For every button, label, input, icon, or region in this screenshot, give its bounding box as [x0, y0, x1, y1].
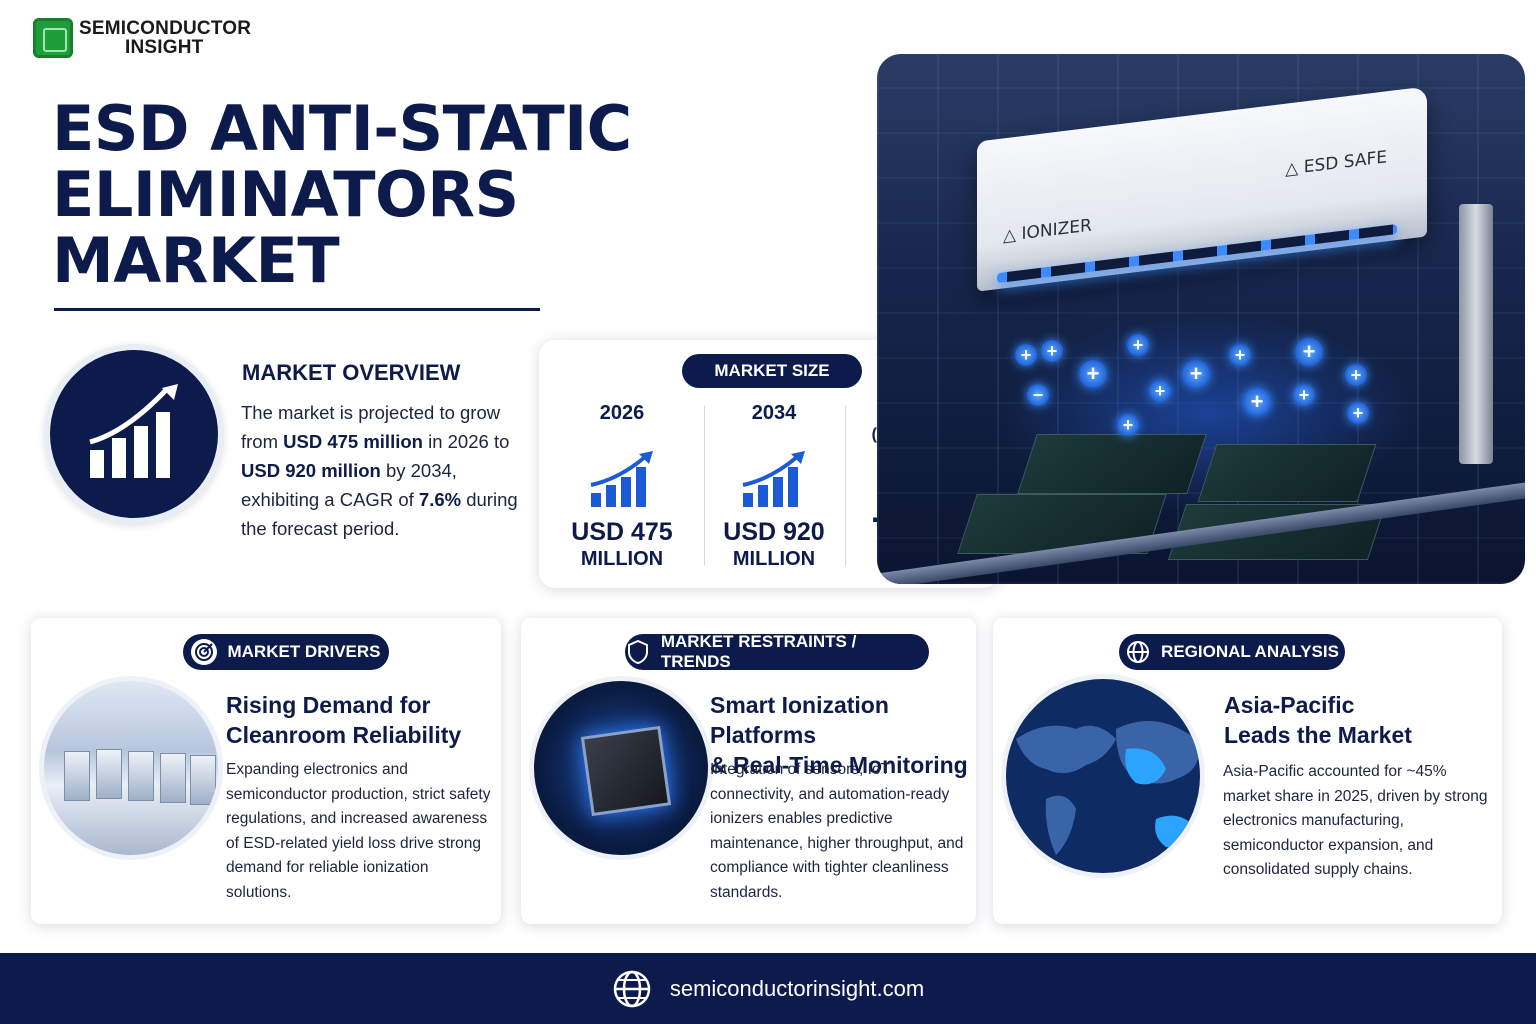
regional-analysis-label: REGIONAL ANALYSIS — [1119, 634, 1345, 670]
plus-ion-icon: + — [1295, 338, 1323, 366]
market-size-2026: 2026 USD 475 MILLION — [547, 402, 697, 572]
pcb-board — [1017, 434, 1207, 494]
regional-heading-line-1: Asia-Pacific — [1224, 692, 1355, 718]
world-map-image — [1001, 674, 1205, 878]
restraints-body: Integration of sensors, IoT connectivity… — [710, 761, 964, 901]
market-drivers-label: MARKET DRIVERS — [183, 634, 389, 670]
plus-ion-icon: + — [1041, 340, 1063, 362]
esd-safe-label: △ ESD SAFE — [1285, 147, 1387, 180]
column-divider — [845, 406, 846, 566]
restraints-heading-line-1: Smart Ionization Platforms — [710, 692, 889, 748]
globe-icon — [1125, 639, 1151, 665]
drivers-body: Expanding electronics and semiconductor … — [226, 761, 491, 901]
drivers-heading: Rising Demand for Cleanroom Reliability — [226, 690, 461, 750]
drivers-heading-line-1: Rising Demand for — [226, 692, 431, 718]
logo-text: SEMICONDUCTOR INSIGHT — [79, 19, 251, 57]
bar-chart-icon — [699, 448, 849, 512]
ionizer-hero-image: △ IONIZER △ ESD SAFE + + + + + + + + + −… — [877, 54, 1525, 584]
page-title: ESD ANTI-STATIC ELIMINATORS MARKET — [52, 96, 652, 294]
overview-heading: MARKET OVERVIEW — [242, 360, 461, 385]
website-link[interactable]: semiconductorinsight.com — [669, 975, 925, 1001]
plus-ion-icon: + — [1293, 384, 1315, 406]
mounting-bracket — [1459, 204, 1493, 464]
overview-text-4: during the forecast period. — [241, 489, 518, 539]
overview-cagr: 7.6% — [418, 489, 462, 510]
market-size-2034: 2034 USD 920 MILLION — [699, 402, 849, 572]
market-drivers-card: MARKET DRIVERS Rising Demand for Cleanroo… — [31, 618, 501, 924]
regional-heading: Asia-Pacific Leads the Market — [1224, 690, 1412, 750]
plus-ion-icon: + — [1117, 414, 1139, 436]
value-2026: USD 475 — [571, 518, 673, 546]
title-line-1: ESD ANTI-STATIC — [52, 92, 632, 165]
overview-text-2: in 2026 to — [422, 431, 510, 452]
cleanroom-photo — [39, 676, 223, 860]
plus-ion-icon: + — [1127, 334, 1149, 356]
chip-logo-icon — [33, 18, 73, 58]
market-drivers-label-text: MARKET DRIVERS — [227, 642, 381, 661]
title-line-2: ELIMINATORS — [52, 158, 519, 231]
footer: semiconductorinsight.com — [0, 953, 1536, 1024]
market-restraints-card: MARKET RESTRAINTS / TRENDS Smart Ionizat… — [521, 618, 976, 924]
regional-body: Asia-Pacific accounted for ~45% market s… — [1223, 763, 1488, 878]
overview-value-2034: USD 920 million — [241, 460, 381, 481]
microchip-icon — [580, 725, 672, 817]
unit-2026: MILLION — [580, 548, 664, 570]
overview-text-3: by 2034, exhibiting a CAGR of — [241, 460, 457, 510]
ionizer-label-text: IONIZER — [1021, 215, 1092, 245]
plus-ion-icon: + — [1149, 380, 1171, 402]
overview-text-1: The market is projected to grow from — [241, 402, 501, 452]
logo-line-2: INSIGHT — [125, 37, 204, 58]
restraints-heading: Smart Ionization Platforms & Real-Time Mo… — [710, 690, 976, 780]
regional-analysis-card: REGIONAL ANALYSIS Asia-Pacific Leads the … — [993, 618, 1502, 924]
microchip-photo — [529, 676, 713, 860]
plus-ion-icon: + — [1243, 388, 1271, 416]
plus-ion-icon: + — [1015, 344, 1037, 366]
plus-ion-icon: + — [1345, 364, 1367, 386]
logo-line-1: SEMICONDUCTOR — [79, 18, 252, 39]
plus-ion-icon: + — [1182, 360, 1210, 388]
title-line-3: MARKET — [52, 224, 340, 297]
minus-ion-icon: − — [1027, 384, 1049, 406]
globe-icon — [612, 969, 652, 1009]
esd-safe-label-text: ESD SAFE — [1303, 147, 1387, 178]
target-icon — [191, 639, 218, 665]
ionizer-label: △ IONIZER — [1003, 215, 1092, 247]
value-2034: USD 920 — [723, 518, 825, 546]
regional-heading-line-2: Leads the Market — [1224, 722, 1412, 748]
growth-chart-icon — [44, 344, 224, 524]
restraints-heading-line-2: & Real-Time Monitoring — [710, 752, 968, 778]
shield-icon — [625, 639, 651, 665]
logo: SEMICONDUCTOR INSIGHT — [33, 18, 251, 58]
market-size-label: MARKET SIZE — [682, 354, 862, 388]
overview-value-2026: USD 475 million — [283, 431, 423, 452]
year-2034: 2034 — [751, 402, 797, 424]
unit-2034: MILLION — [732, 548, 816, 570]
market-restraints-label: MARKET RESTRAINTS / TRENDS — [625, 632, 929, 671]
drivers-heading-line-2: Cleanroom Reliability — [226, 722, 462, 748]
title-divider — [54, 308, 540, 311]
pcb-board — [1197, 444, 1377, 502]
plus-ion-icon: + — [1347, 402, 1369, 424]
plus-ion-icon: + — [1229, 344, 1251, 366]
year-2026: 2026 — [599, 402, 645, 424]
overview-text: The market is projected to grow from USD… — [241, 398, 521, 543]
bar-chart-icon — [547, 448, 697, 512]
market-restraints-label-text: MARKET RESTRAINTS / TRENDS — [660, 632, 857, 671]
plus-ion-icon: + — [1079, 360, 1107, 388]
regional-analysis-label-text: REGIONAL ANALYSIS — [1161, 642, 1339, 661]
column-divider — [704, 406, 705, 566]
